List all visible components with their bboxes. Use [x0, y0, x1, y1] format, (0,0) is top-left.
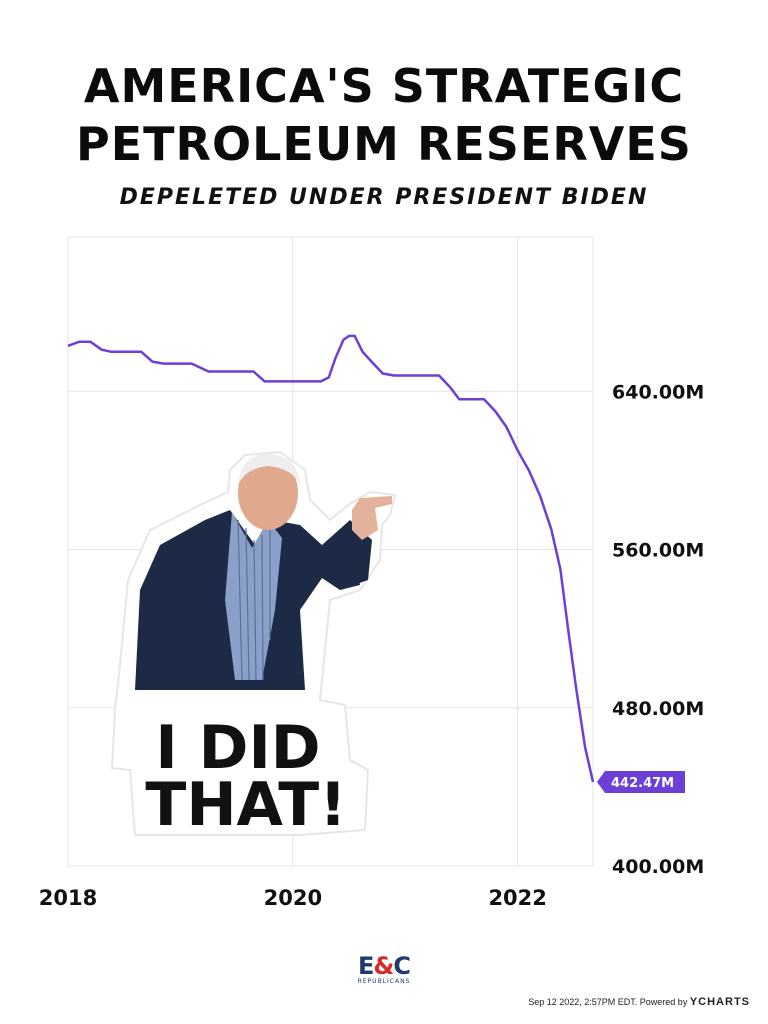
head: [238, 456, 298, 530]
y-axis-ticks: 640.00M 560.00M 480.00M 400.00M: [612, 381, 704, 878]
chart-title-line1: AMERICA'S STRATEGIC: [83, 59, 685, 113]
logo-wordmark: E&C: [350, 952, 418, 980]
chart-title-line2: PETROLEUM RESERVES: [76, 117, 692, 171]
shirt-stripes: [237, 519, 271, 681]
footer-text: Sep 12 2022, 2:57PM EDT. Powered by: [528, 997, 690, 1007]
series-line: [67, 334, 595, 783]
x-tick-label: 2018: [39, 886, 97, 910]
president-sticker-illustration: I DID THAT!: [110, 450, 397, 843]
last-value-badge: [597, 770, 685, 793]
source-footer: Sep 12 2022, 2:57PM EDT. Powered by YCHA…: [528, 996, 750, 1008]
y-tick-label: 560.00M: [612, 540, 704, 562]
ycharts-brand: YCHARTS: [689, 996, 750, 1008]
sticker-text-line2: THAT!: [145, 770, 346, 840]
last-value-label: 442.47M: [597, 770, 685, 793]
ec-republicans-logo: E&C REPUBLICANS: [350, 952, 418, 985]
logo-subtitle: REPUBLICANS: [357, 978, 411, 985]
last-value-text: 442.47M: [611, 776, 674, 791]
x-tick-label: 2020: [264, 886, 322, 910]
x-tick-label: 2022: [488, 886, 546, 910]
x-axis-ticks: 2018 2020 2022: [39, 886, 547, 910]
hair: [238, 454, 300, 485]
logo-ampersand: &: [373, 952, 394, 980]
y-tick-label: 640.00M: [612, 381, 704, 403]
pointing-hand: [352, 496, 392, 540]
logo-letter-c: C: [393, 952, 411, 980]
chart-subtitle: DEPELETED UNDER PRESIDENT BIDEN: [119, 185, 649, 210]
y-tick-label: 400.00M: [612, 856, 704, 878]
sticker-text-line1: I DID: [155, 713, 320, 783]
y-tick-label: 480.00M: [612, 698, 704, 720]
logo-letter-e: E: [358, 952, 374, 980]
